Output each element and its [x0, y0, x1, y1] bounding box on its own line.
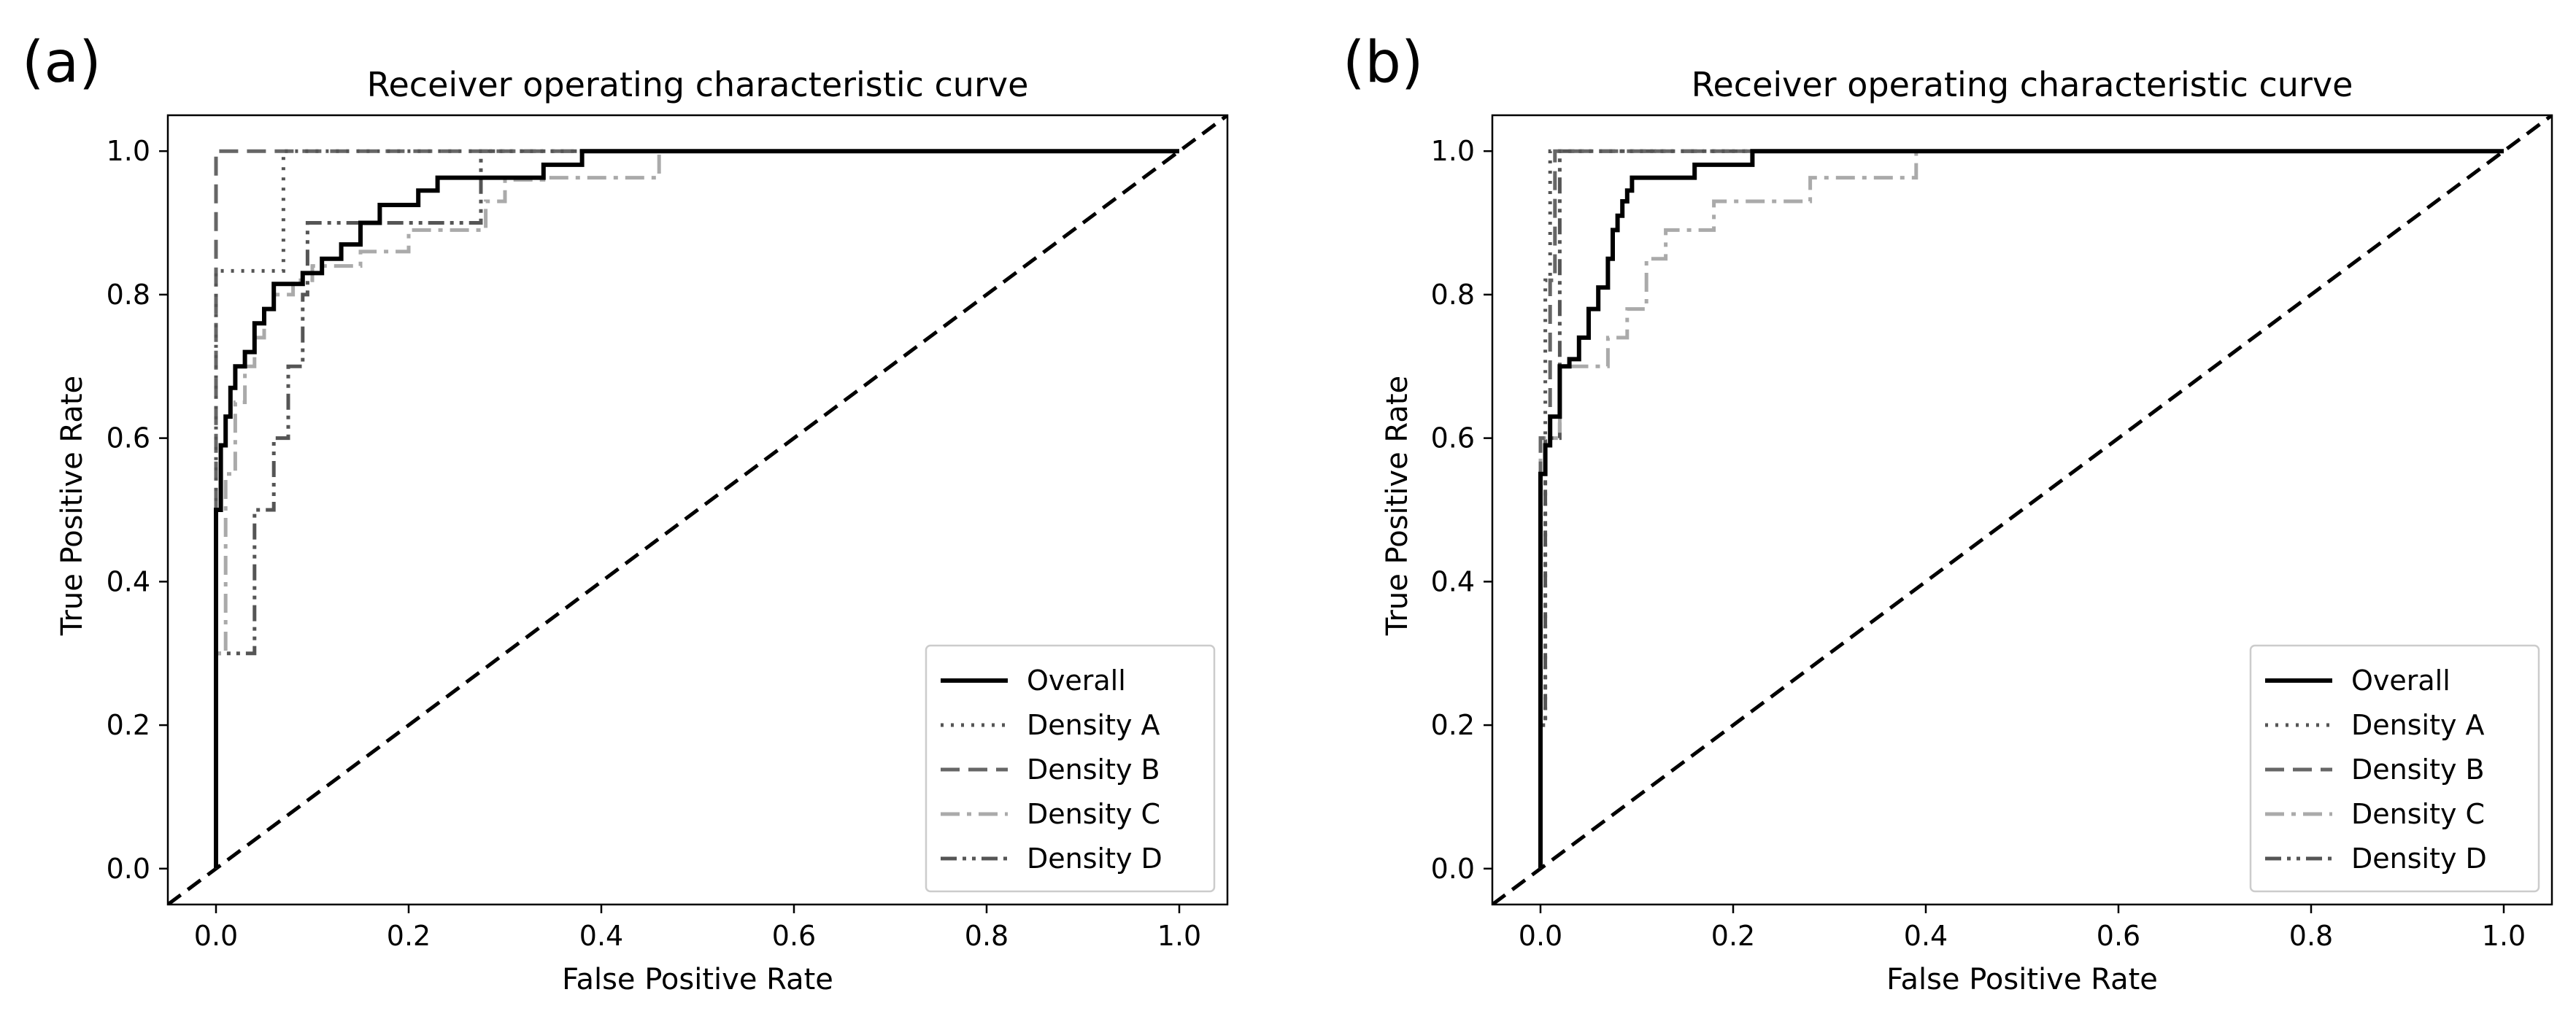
panel-b: (b) Receiver operating characteristic cu…	[1343, 30, 2553, 996]
chart-title-b: Receiver operating characteristic curve	[1692, 65, 2353, 104]
x-tick-label: 0.6	[772, 920, 816, 952]
legend-label: Density A	[2351, 709, 2485, 741]
y-tick-label: 0.6	[1431, 422, 1475, 454]
x-axis-label-b: False Positive Rate	[1886, 963, 2158, 996]
y-tick-label: 0.4	[107, 565, 150, 597]
legend-label: Overall	[1027, 665, 1126, 697]
legend-label: Density C	[1027, 798, 1160, 830]
series-layer-a	[168, 115, 1227, 905]
x-tick-label: 0.0	[194, 920, 238, 952]
x-tick-label: 1.0	[1157, 920, 1201, 952]
y-axis-label-b: True Positive Rate	[1381, 376, 1414, 636]
panel-label-a: (a)	[22, 30, 101, 96]
legend-box	[925, 644, 1216, 893]
x-tick-label: 0.4	[579, 920, 623, 952]
series-line-overall	[1538, 149, 2504, 869]
legend-label: Overall	[2351, 665, 2450, 697]
panel-a: (a) Receiver operating characteristic cu…	[22, 30, 1229, 996]
chance-diagonal-line	[1492, 115, 2552, 905]
y-tick-label: 0.8	[1431, 279, 1475, 311]
legend-label: Density A	[1027, 709, 1160, 741]
legend-box	[2249, 644, 2540, 893]
axes-frame	[166, 114, 1229, 906]
y-tick-label: 1.0	[107, 135, 150, 167]
x-tick-label: 0.8	[965, 920, 1009, 952]
chart-title-a: Receiver operating characteristic curve	[367, 65, 1029, 104]
series-line-density-d	[214, 149, 1179, 869]
x-tick-label: 1.0	[2482, 920, 2526, 952]
y-tick-label: 0.6	[107, 422, 150, 454]
y-tick-label: 0.2	[1431, 709, 1475, 741]
x-axis-label-a: False Positive Rate	[562, 963, 833, 996]
y-tick-label: 1.0	[1431, 135, 1475, 167]
legend-a: Overall Density A Density B Density C Densit…	[925, 644, 1216, 893]
x-tick-label: 0.8	[2289, 920, 2333, 952]
y-axis-label-a: True Positive Rate	[55, 376, 89, 636]
series-layer-b	[1492, 115, 2552, 905]
legend-label: Density C	[2351, 798, 2485, 830]
y-tick-label: 0.2	[107, 709, 150, 741]
legend-label: Density D	[2351, 842, 2487, 875]
x-tick-label: 0.0	[1519, 920, 1562, 952]
x-tick-label: 0.6	[2097, 920, 2140, 952]
legend-label: Density B	[2351, 754, 2485, 786]
legend-label: Density B	[1027, 754, 1160, 786]
y-tick-label: 0.0	[1431, 853, 1475, 885]
x-tick-label: 0.2	[387, 920, 431, 952]
y-tick-label: 0.4	[1431, 565, 1475, 597]
legend-b: Overall Density A Density B Density C Densit…	[2249, 644, 2540, 893]
y-tick-label: 0.8	[107, 279, 150, 311]
y-tick-label: 0.0	[107, 853, 150, 885]
series-line-density-b	[1538, 149, 2504, 869]
x-tick-label: 0.2	[1711, 920, 1755, 952]
axes-frame	[1491, 114, 2553, 906]
chance-diagonal-line	[168, 115, 1227, 905]
plot-area-b: 0.0 0.2 0.4 0.6 0.8 1.0 0.0 0.2 0.4 0.6 0.8 1.0 Over…	[1431, 114, 2553, 952]
series-line-overall	[214, 149, 1179, 869]
legend-label: Density D	[1027, 842, 1162, 875]
x-tick-label: 0.4	[1904, 920, 1948, 952]
plot-area-a: 0.0 0.2 0.4 0.6 0.8 1.0 0.0 0.2 0.4 0.6 0.8 1.0 Over…	[107, 114, 1229, 952]
panel-label-b: (b)	[1343, 30, 1423, 96]
